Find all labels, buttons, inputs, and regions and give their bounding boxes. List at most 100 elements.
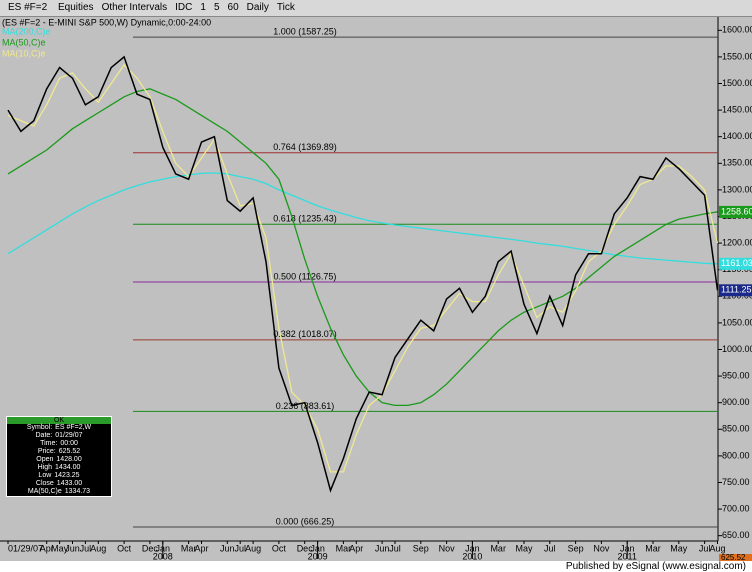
data-label: Open (36, 456, 54, 463)
toolbar-item[interactable]: Other Intervals (101, 2, 168, 13)
x-tick-label: Dec (297, 543, 314, 553)
cursor-price: 625.52 (721, 553, 746, 561)
price-box (719, 257, 752, 270)
x-tick-label: Nov (593, 543, 610, 553)
price-box-label: 1111.25 (721, 285, 752, 295)
plot-area (0, 17, 718, 541)
fib-label: 0.764 (1369.89) (273, 142, 337, 152)
data-label: Date: (35, 432, 53, 439)
fib-label: 0.500 (1126.75) (274, 271, 337, 281)
x-tick-label: Apr (40, 543, 54, 553)
legend-entry: MA(50,C)e (2, 37, 46, 47)
data-label: High (37, 464, 53, 471)
y-tick-label: 850.00 (722, 424, 750, 434)
y-tick-label: 950.00 (722, 370, 750, 380)
toolbar: ES #F=2 Equities Other Intervals IDC 1 5 60 Da… (0, 0, 752, 17)
data-row: Close 1433.00 (7, 480, 111, 488)
cursor-box (719, 554, 752, 561)
y-tick-label: 1500.00 (722, 78, 752, 88)
symbol[interactable]: ES #F=2 (8, 2, 48, 13)
y-tick-label: 750.00 (722, 477, 750, 487)
status: OK (7, 417, 111, 424)
fib-label: 0.000 (666.25) (276, 516, 335, 526)
toolbar-item[interactable]: IDC (175, 2, 193, 13)
x-tick-label: Jul (234, 543, 246, 553)
x-tick-label: Jul (389, 543, 401, 553)
data-row: Symbol: ES #F=2,W (7, 424, 111, 432)
fib-label: 1.000 (1587.25) (273, 26, 337, 36)
x-tick-label: Apr (194, 543, 208, 553)
x-tick-label: Jul (699, 543, 711, 553)
data-row: Low 1423.25 (7, 472, 111, 480)
x-tick-label: Mar (490, 543, 506, 553)
y-tick-label: 1200.00 (722, 237, 752, 247)
x-tick-label: Aug (709, 543, 725, 553)
data-value: 1428.00 (56, 456, 82, 463)
toolbar-item[interactable]: 5 (213, 2, 220, 13)
x-tick-label: Jun (220, 543, 235, 553)
price-box (719, 205, 752, 218)
x-tick-label: Nov (439, 543, 456, 553)
x-tick-label: Oct (272, 543, 287, 553)
y-tick-label: 1450.00 (722, 104, 752, 114)
footer: Published by eSignal (www.esignal.com) (0, 561, 752, 572)
y-tick-label: 1550.00 (722, 51, 752, 61)
fib-label: 0.382 (1018.07) (273, 329, 337, 339)
data-value: ES #F=2,W (55, 424, 92, 431)
x-tick-label: Jun (65, 543, 80, 553)
data-row: Date: 01/29/07 (7, 432, 111, 440)
fib-label: 0.618 (1235.43) (273, 214, 337, 224)
chart-title: (ES #F=2 - E-MINI S&P 500,W) Dynamic,0:0… (2, 17, 211, 27)
data-label: Symbol: (26, 424, 53, 431)
x-tick-label: Apr (349, 543, 363, 553)
x-tick-label: May (515, 543, 533, 553)
series-line (7, 88, 718, 406)
data-value: 1433.00 (56, 480, 83, 487)
data-row: Price: 625.52 (7, 448, 111, 456)
y-tick-label: 1000.00 (722, 344, 752, 354)
y-tick-label: 900.00 (722, 397, 750, 407)
data-row: MA(50,C)e 1334.73 (7, 488, 111, 496)
x-tick-label: May (51, 543, 69, 553)
legend-entry: MA(10,C)e (2, 48, 46, 58)
x-tick-label: Aug (245, 543, 261, 553)
y-tick-label: 650.00 (722, 530, 750, 540)
data-label: Price: (37, 448, 56, 455)
toolbar-item[interactable]: 60 (227, 2, 239, 13)
y-tick-label: 1400.00 (722, 131, 752, 141)
data-label: Time: (40, 440, 58, 447)
data-row: Time: 00:00 (7, 440, 111, 448)
data-value: 1434.00 (55, 464, 81, 471)
data-label: Low (38, 472, 52, 479)
series-line (7, 55, 719, 493)
year-label: 2010 (462, 551, 482, 561)
toolbar-item[interactable]: Tick (276, 2, 295, 13)
price-box-label: 1161.03 (721, 258, 752, 268)
y-tick-label: 1300.00 (722, 184, 752, 194)
x-tick-label: Oct (117, 543, 132, 553)
y-tick-label: 800.00 (722, 450, 750, 460)
data-value: 00:00 (60, 440, 78, 447)
footer-text: Published by eSignal (www.esignal.com) (565, 561, 746, 572)
x-tick-label: Jun (375, 543, 390, 553)
data-row: Open 1428.00 (7, 456, 111, 464)
toolbar-item[interactable]: 1 (200, 2, 206, 13)
data-label: Close (35, 480, 54, 487)
x-tick-label: Jul (80, 543, 92, 553)
price-box-label: 1258.60 (721, 206, 752, 216)
year-label: 2009 (308, 551, 328, 561)
x-tick-label: 01/29/07 (8, 543, 43, 553)
y-tick-label: 1050.00 (722, 317, 752, 327)
toolbar-item[interactable]: Daily (246, 2, 269, 13)
data-value: 625.52 (58, 448, 81, 455)
y-tick-label: 1350.00 (722, 158, 752, 168)
year-label: 2008 (153, 551, 173, 561)
price-box (719, 284, 752, 297)
x-tick-label: Aug (90, 543, 106, 553)
legend-entry: MA(200,C)e (2, 26, 51, 36)
toolbar-item[interactable]: Equities (57, 2, 94, 13)
x-tick-label: Mar (645, 543, 661, 553)
x-tick-label: Sep (413, 543, 429, 553)
